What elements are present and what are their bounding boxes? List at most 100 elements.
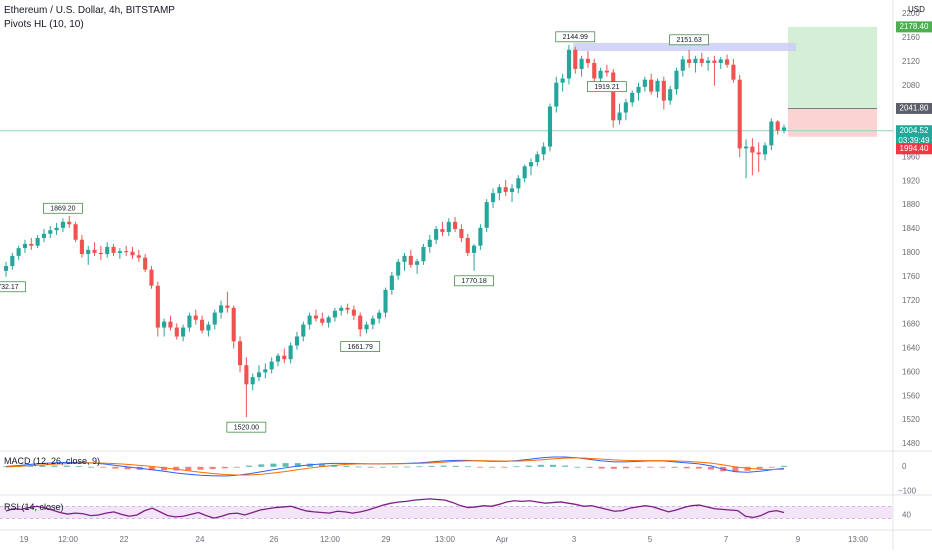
candle-body (149, 269, 154, 286)
candle-body (124, 251, 129, 253)
candle-body (472, 245, 477, 253)
candle-body (307, 315, 312, 325)
candle-body (731, 64, 736, 80)
price-tick-label: 1600 (902, 367, 920, 376)
candle-body (598, 70, 603, 79)
macd-bar (781, 465, 787, 467)
macd-bar (294, 463, 301, 467)
candle-body (554, 82, 559, 107)
candle-body (294, 336, 300, 346)
candle-body (756, 152, 761, 155)
pivot-label-box (340, 341, 381, 352)
macd-bar (610, 466, 617, 469)
candle-body (168, 321, 173, 328)
macd-bar (404, 466, 411, 468)
macd-bar (282, 463, 289, 467)
pivot-label-box (43, 202, 83, 214)
candle-body (383, 289, 388, 313)
candle-body (617, 112, 622, 121)
candle-body (111, 246, 116, 253)
entry-price-tag: 2041.80 (900, 104, 929, 113)
candle-body (693, 58, 698, 63)
signal-line (5, 457, 785, 476)
macd-tick-label: −100 (898, 487, 917, 496)
macd-bar (270, 463, 277, 467)
macd-bar (379, 466, 386, 468)
price-tick-label: 1800 (902, 248, 920, 257)
time-tick-label: 3 (572, 535, 577, 544)
macd-bar (51, 465, 58, 467)
indicator-label: Pivots HL (10, 10) (4, 19, 84, 30)
macd-bar (477, 466, 484, 468)
price-tick-label: 1840 (902, 224, 920, 233)
candle-body (668, 89, 673, 101)
candle-body (579, 58, 584, 69)
candle-body (117, 251, 122, 253)
macd-bar (440, 465, 447, 467)
time-tick-label: 26 (270, 535, 279, 544)
macd-bar (161, 466, 168, 471)
pivot-label: 2144.99 (563, 34, 588, 41)
rsi-band (0, 506, 893, 519)
macd-bar (513, 466, 520, 468)
last-price-tag-countdown: 03:39:49 (898, 136, 930, 145)
candle-body (219, 305, 224, 313)
candle-body (29, 243, 34, 246)
macd-bar (647, 466, 654, 468)
macd-bar (695, 466, 702, 469)
candle-body (389, 275, 394, 290)
candle-body (326, 317, 331, 323)
candle-body (750, 146, 755, 153)
macd-bar (233, 466, 240, 468)
candle-body (339, 307, 344, 311)
candle-body (465, 237, 470, 253)
macd-bar (258, 464, 265, 467)
macd-bar (732, 466, 739, 472)
candle-body (478, 227, 483, 246)
candle-body (427, 239, 432, 247)
macd-bar (197, 466, 204, 470)
time-tick-label: 12:00 (320, 535, 341, 544)
candle-body (67, 221, 72, 225)
macd-bar (392, 466, 398, 468)
macd-bar (708, 466, 715, 470)
macd-bar (635, 466, 642, 468)
candle-body (187, 315, 192, 328)
candle-body (256, 372, 262, 378)
candle-body (200, 319, 205, 331)
candle-body (98, 252, 103, 255)
price-tick-label: 1560 (902, 391, 920, 400)
candle-body (592, 62, 597, 79)
time-tick-label: 12:00 (58, 535, 79, 544)
candle-body (781, 127, 787, 131)
pivot-label: 1520.00 (234, 424, 259, 431)
candle-body (522, 166, 527, 179)
candle-body (79, 239, 84, 255)
candle-body (453, 221, 458, 229)
time-tick-label: 9 (796, 535, 801, 544)
candle-body (105, 246, 110, 255)
macd-bar (355, 466, 362, 468)
price-tick-label: 2160 (902, 33, 920, 42)
candle-body (661, 80, 666, 101)
candle-body (718, 59, 723, 63)
candle-body (674, 70, 679, 90)
price-tick-label: 1880 (902, 200, 920, 209)
candle-body (434, 229, 439, 240)
candle-body (288, 345, 293, 360)
candle-body (250, 377, 255, 385)
macd-tick-label: 0 (902, 462, 907, 471)
time-tick-label: 19 (20, 535, 29, 544)
candle-body (642, 79, 647, 87)
macd-bar (525, 465, 532, 467)
candle-body (396, 261, 401, 276)
candle-body (320, 318, 325, 323)
candle-body (282, 355, 287, 360)
candle-body (358, 315, 363, 330)
pivot-label-box (454, 275, 494, 287)
macd-bar (63, 465, 70, 467)
candle-body (402, 255, 407, 262)
candle-body (528, 162, 534, 167)
